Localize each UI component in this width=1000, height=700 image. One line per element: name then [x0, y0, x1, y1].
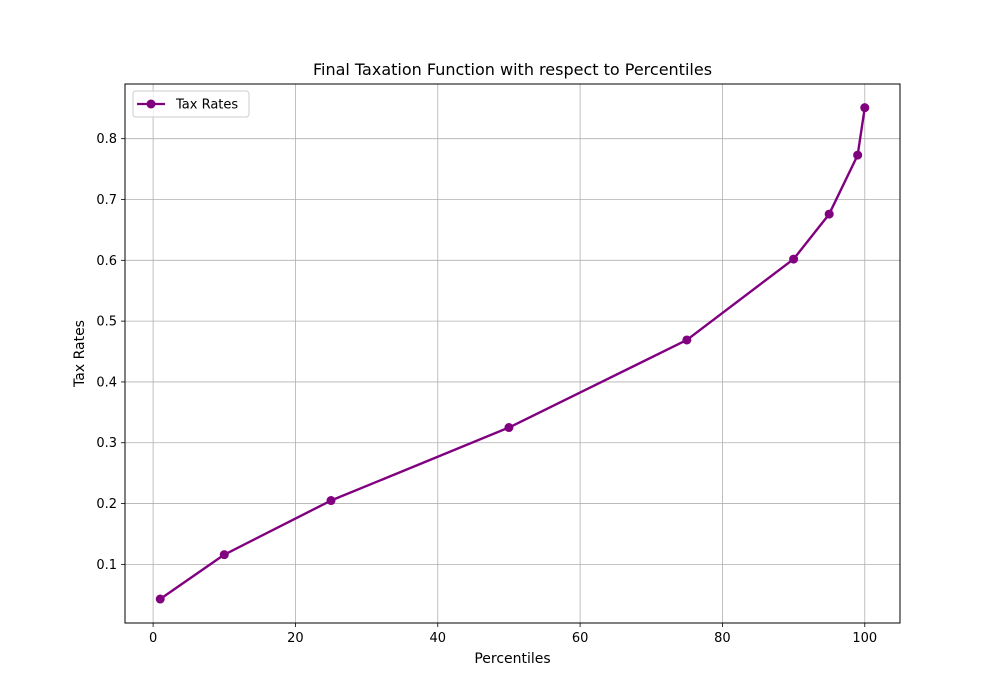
x-tick-label: 20	[287, 631, 304, 646]
y-tick-label: 0.6	[96, 254, 117, 269]
y-tick-label: 0.5	[96, 315, 117, 330]
data-point	[789, 254, 799, 264]
data-point	[219, 550, 229, 560]
y-tick-label: 0.1	[96, 558, 117, 573]
data-point	[326, 496, 336, 506]
data-point	[824, 209, 834, 219]
data-point	[682, 335, 692, 345]
x-tick-label: 40	[430, 631, 447, 646]
y-tick-label: 0.4	[96, 375, 117, 390]
x-tick-label: 0	[149, 631, 157, 646]
data-point	[853, 150, 863, 160]
data-point	[504, 423, 514, 433]
x-tick-label: 100	[852, 631, 877, 646]
data-point	[860, 103, 870, 113]
y-tick-label: 0.3	[96, 436, 117, 451]
x-tick-label: 60	[572, 631, 589, 646]
legend-box	[132, 90, 250, 118]
y-tick-label: 0.2	[96, 497, 117, 512]
x-axis-label: Percentiles	[474, 651, 550, 667]
series-layer	[155, 103, 870, 604]
legend-label: Tax Rates	[175, 98, 238, 113]
data-point	[155, 594, 165, 604]
legend: Tax Rates	[132, 90, 250, 118]
y-tick-label: 0.8	[96, 132, 117, 147]
y-axis-label: Tax Rates	[72, 320, 88, 388]
tick-layer: 0 20 40 60 80 100 0.1 0.2 0.3 0.4 0.5 0.6 0.7 0.8	[96, 132, 877, 646]
y-tick-label: 0.7	[96, 193, 117, 208]
plot-frame	[124, 83, 901, 624]
chart-title: Final Taxation Function with respect to …	[313, 60, 712, 79]
grid-layer	[125, 84, 900, 623]
x-tick-label: 80	[714, 631, 731, 646]
legend-marker	[146, 99, 156, 109]
